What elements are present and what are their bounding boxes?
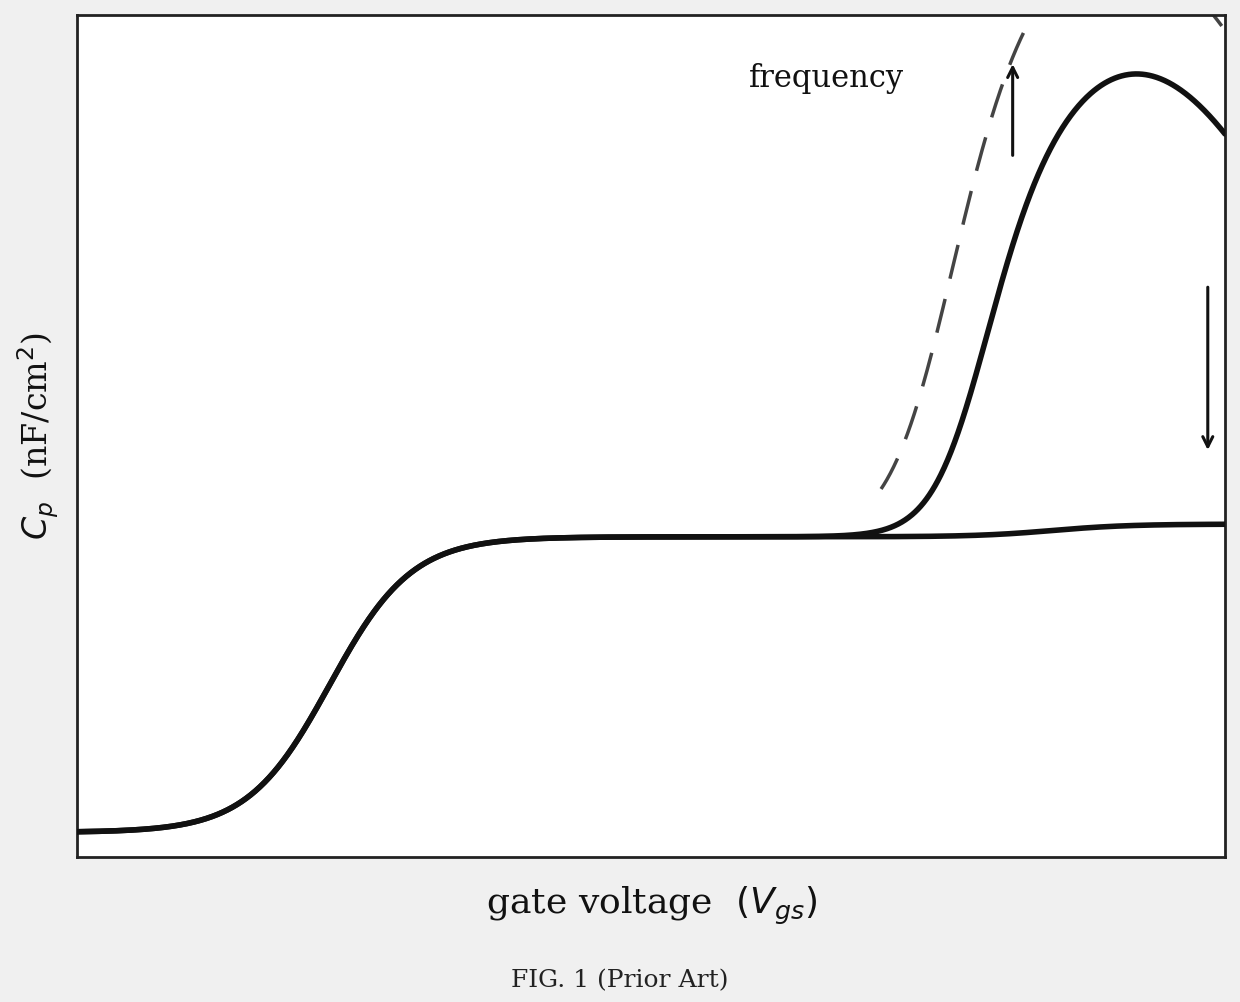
Y-axis label: $C_p$  (nF/cm$^2$): $C_p$ (nF/cm$^2$) bbox=[15, 332, 61, 540]
Text: FIG. 1 (Prior Art): FIG. 1 (Prior Art) bbox=[511, 969, 729, 992]
Text: frequency: frequency bbox=[749, 63, 904, 93]
X-axis label: gate voltage  $(V_{gs})$: gate voltage $(V_{gs})$ bbox=[486, 885, 817, 927]
